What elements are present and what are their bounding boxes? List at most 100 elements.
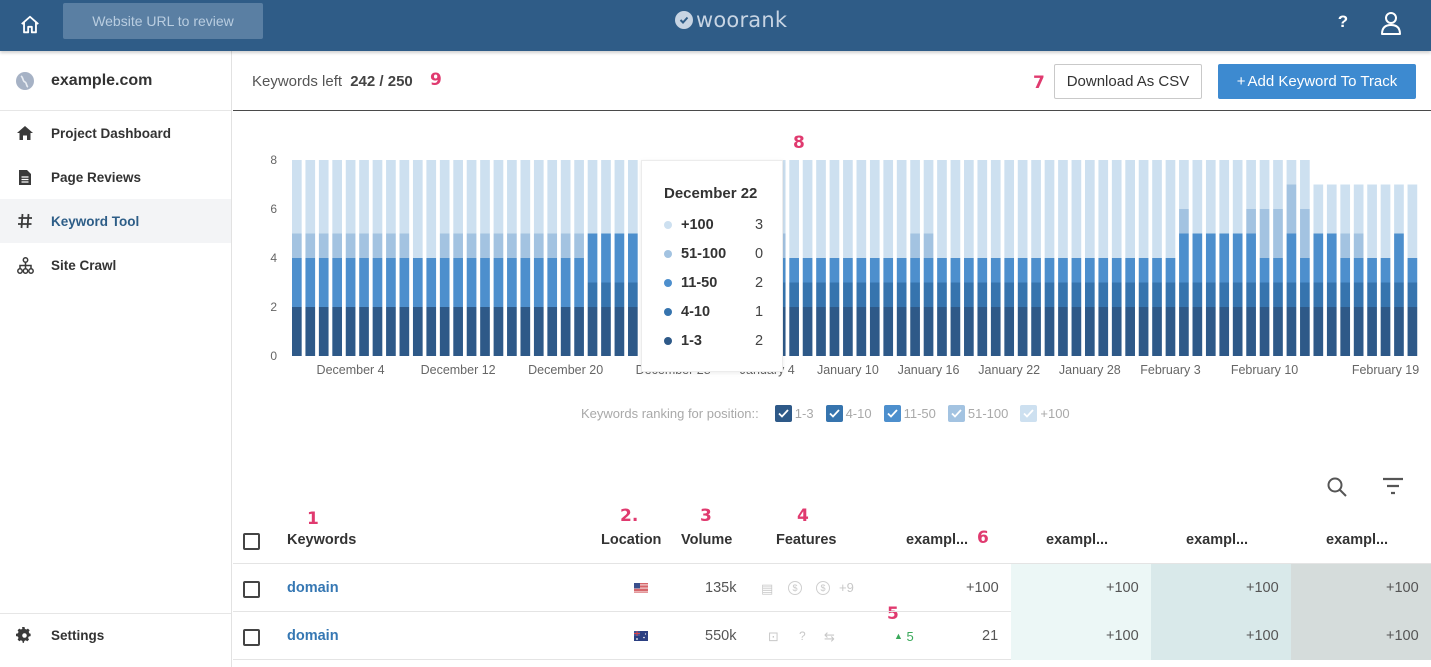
bar-segment-51-100[interactable] xyxy=(372,233,383,259)
sidebar-item-project-dashboard[interactable]: Project Dashboard xyxy=(0,111,231,155)
bar-segment-51-100[interactable] xyxy=(1259,209,1270,258)
bar-segment-11-50[interactable] xyxy=(493,258,504,307)
bar-segment-+100[interactable] xyxy=(1192,160,1203,234)
bar-segment-+100[interactable] xyxy=(950,160,961,258)
bar-segment-11-50[interactable] xyxy=(453,258,463,307)
bar-segment-4-10[interactable] xyxy=(1192,282,1203,308)
bar-segment-1-3[interactable] xyxy=(1286,307,1297,356)
bar-segment-1-3[interactable] xyxy=(520,307,531,356)
bar-segment-4-10[interactable] xyxy=(587,282,598,308)
legend-toggle-1-3[interactable]: 1-3 xyxy=(774,405,814,422)
bar-segment-+100[interactable] xyxy=(1111,160,1122,258)
bar-segment-11-50[interactable] xyxy=(923,258,934,283)
bar-segment-11-50[interactable] xyxy=(292,258,302,307)
bar-segment-1-3[interactable] xyxy=(1380,307,1391,356)
bar-segment-11-50[interactable] xyxy=(560,258,571,307)
bar-segment-4-10[interactable] xyxy=(1179,282,1189,308)
bar-segment-11-50[interactable] xyxy=(964,258,974,283)
bar-segment-1-3[interactable] xyxy=(628,307,638,356)
bar-segment-1-3[interactable] xyxy=(789,307,799,356)
bar-segment-51-100[interactable] xyxy=(439,233,450,259)
bar-segment-51-100[interactable] xyxy=(1340,233,1351,259)
bar-segment-11-50[interactable] xyxy=(1017,258,1028,283)
bar-segment-51-100[interactable] xyxy=(923,233,934,259)
bar-segment-11-50[interactable] xyxy=(533,258,544,307)
bar-segment-51-100[interactable] xyxy=(1353,233,1364,259)
bar-segment-11-50[interactable] xyxy=(466,258,477,307)
bar-segment-4-10[interactable] xyxy=(1219,282,1230,308)
bar-segment-11-50[interactable] xyxy=(1071,258,1082,283)
bar-segment-+100[interactable] xyxy=(1273,160,1283,209)
bar-segment-1-3[interactable] xyxy=(587,307,598,356)
row-checkbox[interactable] xyxy=(243,581,260,598)
bar-segment-+100[interactable] xyxy=(1407,184,1418,259)
bar-segment-11-50[interactable] xyxy=(426,258,437,307)
bar-segment-+100[interactable] xyxy=(1246,160,1256,209)
bar-segment-1-3[interactable] xyxy=(480,307,490,356)
bar-segment-11-50[interactable] xyxy=(1031,258,1041,283)
bar-segment-4-10[interactable] xyxy=(1380,282,1391,308)
column-site-1[interactable]: exampl... xyxy=(906,532,969,548)
bar-segment-11-50[interactable] xyxy=(1192,233,1203,283)
bar-segment-+100[interactable] xyxy=(1084,160,1095,258)
bar-segment-+100[interactable] xyxy=(856,160,867,258)
bar-segment-1-3[interactable] xyxy=(1246,307,1256,356)
bar-segment-1-3[interactable] xyxy=(1031,307,1041,356)
bar-segment-+100[interactable] xyxy=(614,160,625,234)
bar-segment-1-3[interactable] xyxy=(977,307,988,356)
bar-segment-4-10[interactable] xyxy=(964,282,974,308)
bar-segment-11-50[interactable] xyxy=(399,258,410,307)
bar-segment-1-3[interactable] xyxy=(1273,307,1283,356)
bar-segment-51-100[interactable] xyxy=(533,233,544,259)
bar-segment-51-100[interactable] xyxy=(318,233,329,259)
bar-segment-4-10[interactable] xyxy=(950,282,961,308)
bar-segment-+100[interactable] xyxy=(560,160,571,234)
bar-segment-51-100[interactable] xyxy=(466,233,477,259)
bar-segment-51-100[interactable] xyxy=(345,233,356,259)
bar-segment-+100[interactable] xyxy=(1031,160,1041,258)
bar-segment-+100[interactable] xyxy=(1340,184,1351,234)
bar-segment-+100[interactable] xyxy=(628,160,638,234)
bar-segment-11-50[interactable] xyxy=(480,258,490,307)
bar-segment-11-50[interactable] xyxy=(520,258,531,307)
bar-segment-11-50[interactable] xyxy=(829,258,840,283)
bar-segment-+100[interactable] xyxy=(1138,160,1149,258)
bar-segment-1-3[interactable] xyxy=(345,307,356,356)
bar-segment-11-50[interactable] xyxy=(1353,258,1364,283)
bar-segment-1-3[interactable] xyxy=(1326,307,1337,356)
bar-segment-1-3[interactable] xyxy=(1313,307,1324,356)
sidebar-item-settings[interactable]: Settings xyxy=(0,613,231,657)
bar-segment-11-50[interactable] xyxy=(1286,233,1297,283)
bar-segment-51-100[interactable] xyxy=(1286,184,1297,234)
bar-segment-4-10[interactable] xyxy=(856,282,867,308)
bar-segment-4-10[interactable] xyxy=(1004,282,1015,308)
bar-segment-1-3[interactable] xyxy=(1138,307,1149,356)
bar-segment-11-50[interactable] xyxy=(950,258,961,283)
bar-segment-11-50[interactable] xyxy=(1313,233,1324,283)
bar-segment-+100[interactable] xyxy=(507,160,517,234)
bar-segment-1-3[interactable] xyxy=(386,307,396,356)
bar-segment-51-100[interactable] xyxy=(453,233,463,259)
bar-segment-1-3[interactable] xyxy=(937,307,947,356)
bar-segment-11-50[interactable] xyxy=(883,258,894,283)
bar-segment-51-100[interactable] xyxy=(493,233,504,259)
bar-segment-51-100[interactable] xyxy=(1273,209,1283,258)
bar-segment-1-3[interactable] xyxy=(856,307,867,356)
bar-segment-4-10[interactable] xyxy=(1125,282,1135,308)
bar-segment-11-50[interactable] xyxy=(1232,233,1243,283)
bar-segment-4-10[interactable] xyxy=(789,282,799,308)
url-input[interactable]: Website URL to review xyxy=(63,3,263,39)
bar-segment-4-10[interactable] xyxy=(1313,282,1324,308)
bar-segment-4-10[interactable] xyxy=(829,282,840,308)
bar-segment-1-3[interactable] xyxy=(1165,307,1176,356)
bar-segment-4-10[interactable] xyxy=(1111,282,1122,308)
bar-segment-51-100[interactable] xyxy=(480,233,490,259)
bar-segment-+100[interactable] xyxy=(802,160,813,258)
column-location[interactable]: Location xyxy=(601,532,662,548)
bar-segment-+100[interactable] xyxy=(990,160,1001,258)
bar-segment-11-50[interactable] xyxy=(1098,258,1109,283)
bar-segment-+100[interactable] xyxy=(520,160,531,234)
bar-segment-51-100[interactable] xyxy=(520,233,531,259)
bar-segment-51-100[interactable] xyxy=(292,233,302,259)
keyword-link[interactable]: domain xyxy=(287,628,339,644)
